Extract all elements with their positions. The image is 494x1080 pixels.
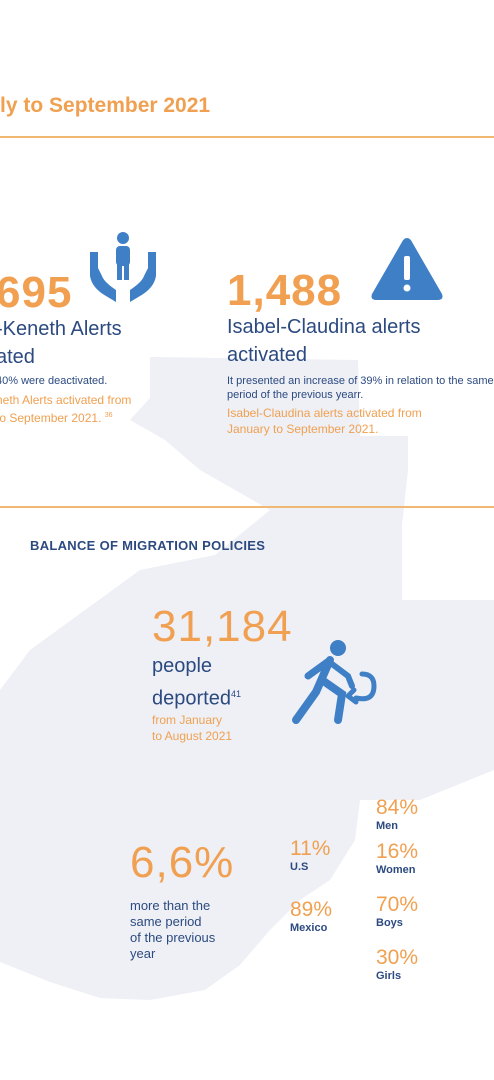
origin-pct: 89% bbox=[290, 898, 333, 921]
breakdown-pct: 84% bbox=[376, 796, 419, 819]
origin-label: U.S bbox=[290, 861, 309, 873]
increase-note: more than the same period of the previou… bbox=[130, 898, 215, 962]
deported-period-line1: from January bbox=[152, 713, 223, 727]
person-returning-icon bbox=[292, 640, 377, 724]
alba-keneth-label: -Keneth Alerts ated bbox=[0, 315, 122, 371]
origin-stat-mexico: 89% Mexico bbox=[290, 898, 332, 934]
hands-holding-child-icon bbox=[90, 232, 156, 302]
alba-keneth-footnote: 36 bbox=[104, 412, 113, 419]
isabel-claudina-note: It presented an increase of 39% in relat… bbox=[227, 375, 494, 401]
origin-pct: 11% bbox=[290, 837, 331, 860]
increase-line3: of the previous bbox=[130, 930, 216, 945]
breakdown-label: Women bbox=[376, 864, 416, 876]
breakdown-pct: 70% bbox=[376, 893, 419, 916]
breakdown-label: Boys bbox=[376, 917, 403, 929]
breakdown-stat-boys: 70% Boys bbox=[376, 893, 418, 929]
alba-keneth-count: 695 bbox=[0, 268, 73, 317]
isabel-claudina-count: 1,488 bbox=[227, 266, 343, 315]
isabel-claudina-label: Isabel-Claudina alerts activated bbox=[227, 313, 420, 369]
increase-line2: same period bbox=[130, 914, 202, 929]
warning-triangle-icon bbox=[371, 238, 443, 300]
breakdown-pct: 16% bbox=[376, 840, 419, 863]
breakdown-stat-girls: 30% Girls bbox=[376, 946, 418, 982]
alba-keneth-orange-line2: to September 2021. bbox=[0, 411, 102, 425]
isabel-claudina-orange-note: Isabel-Claudina alerts activated from Ja… bbox=[227, 406, 422, 436]
breakdown-label: Men bbox=[376, 820, 398, 832]
alba-keneth-note: 40% were deactivated. bbox=[0, 375, 108, 387]
increase-value: 6,6% bbox=[130, 838, 235, 887]
breakdown-stat-men: 84% Men bbox=[376, 796, 418, 832]
alba-keneth-label-line2: ated bbox=[0, 346, 35, 368]
header-title: ly to September 2021 bbox=[0, 94, 211, 117]
origin-stat-us: 11% U.S bbox=[290, 837, 330, 873]
deported-label-line2: deported bbox=[152, 687, 231, 710]
increase-line1: more than the bbox=[130, 898, 211, 913]
alba-keneth-label-line1: -Keneth Alerts bbox=[0, 318, 122, 340]
deported-label-line1: people bbox=[152, 655, 213, 677]
deported-period: from January to August 2021 bbox=[152, 712, 232, 744]
breakdown-stat-women: 16% Women bbox=[376, 840, 418, 876]
section-divider bbox=[0, 506, 494, 508]
deported-count: 31,184 bbox=[152, 602, 293, 651]
origin-label: Mexico bbox=[290, 922, 328, 934]
deported-label: people deported41 bbox=[152, 652, 241, 713]
deported-period-line2: to August 2021 bbox=[152, 729, 233, 743]
breakdown-label: Girls bbox=[376, 970, 402, 982]
alba-keneth-orange-note: neth Alerts activated from to September … bbox=[0, 393, 131, 426]
increase-line4: year bbox=[130, 946, 156, 961]
section-title: BALANCE OF MIGRATION POLICIES bbox=[30, 538, 266, 553]
isabel-claudina-label-line2: activated bbox=[227, 344, 308, 366]
alba-keneth-orange-line1: neth Alerts activated from bbox=[0, 393, 132, 407]
breakdown-pct: 30% bbox=[376, 946, 419, 969]
header-divider bbox=[0, 136, 494, 138]
deported-footnote: 41 bbox=[230, 689, 241, 699]
isabel-claudina-label-line1: Isabel-Claudina alerts bbox=[227, 316, 421, 338]
